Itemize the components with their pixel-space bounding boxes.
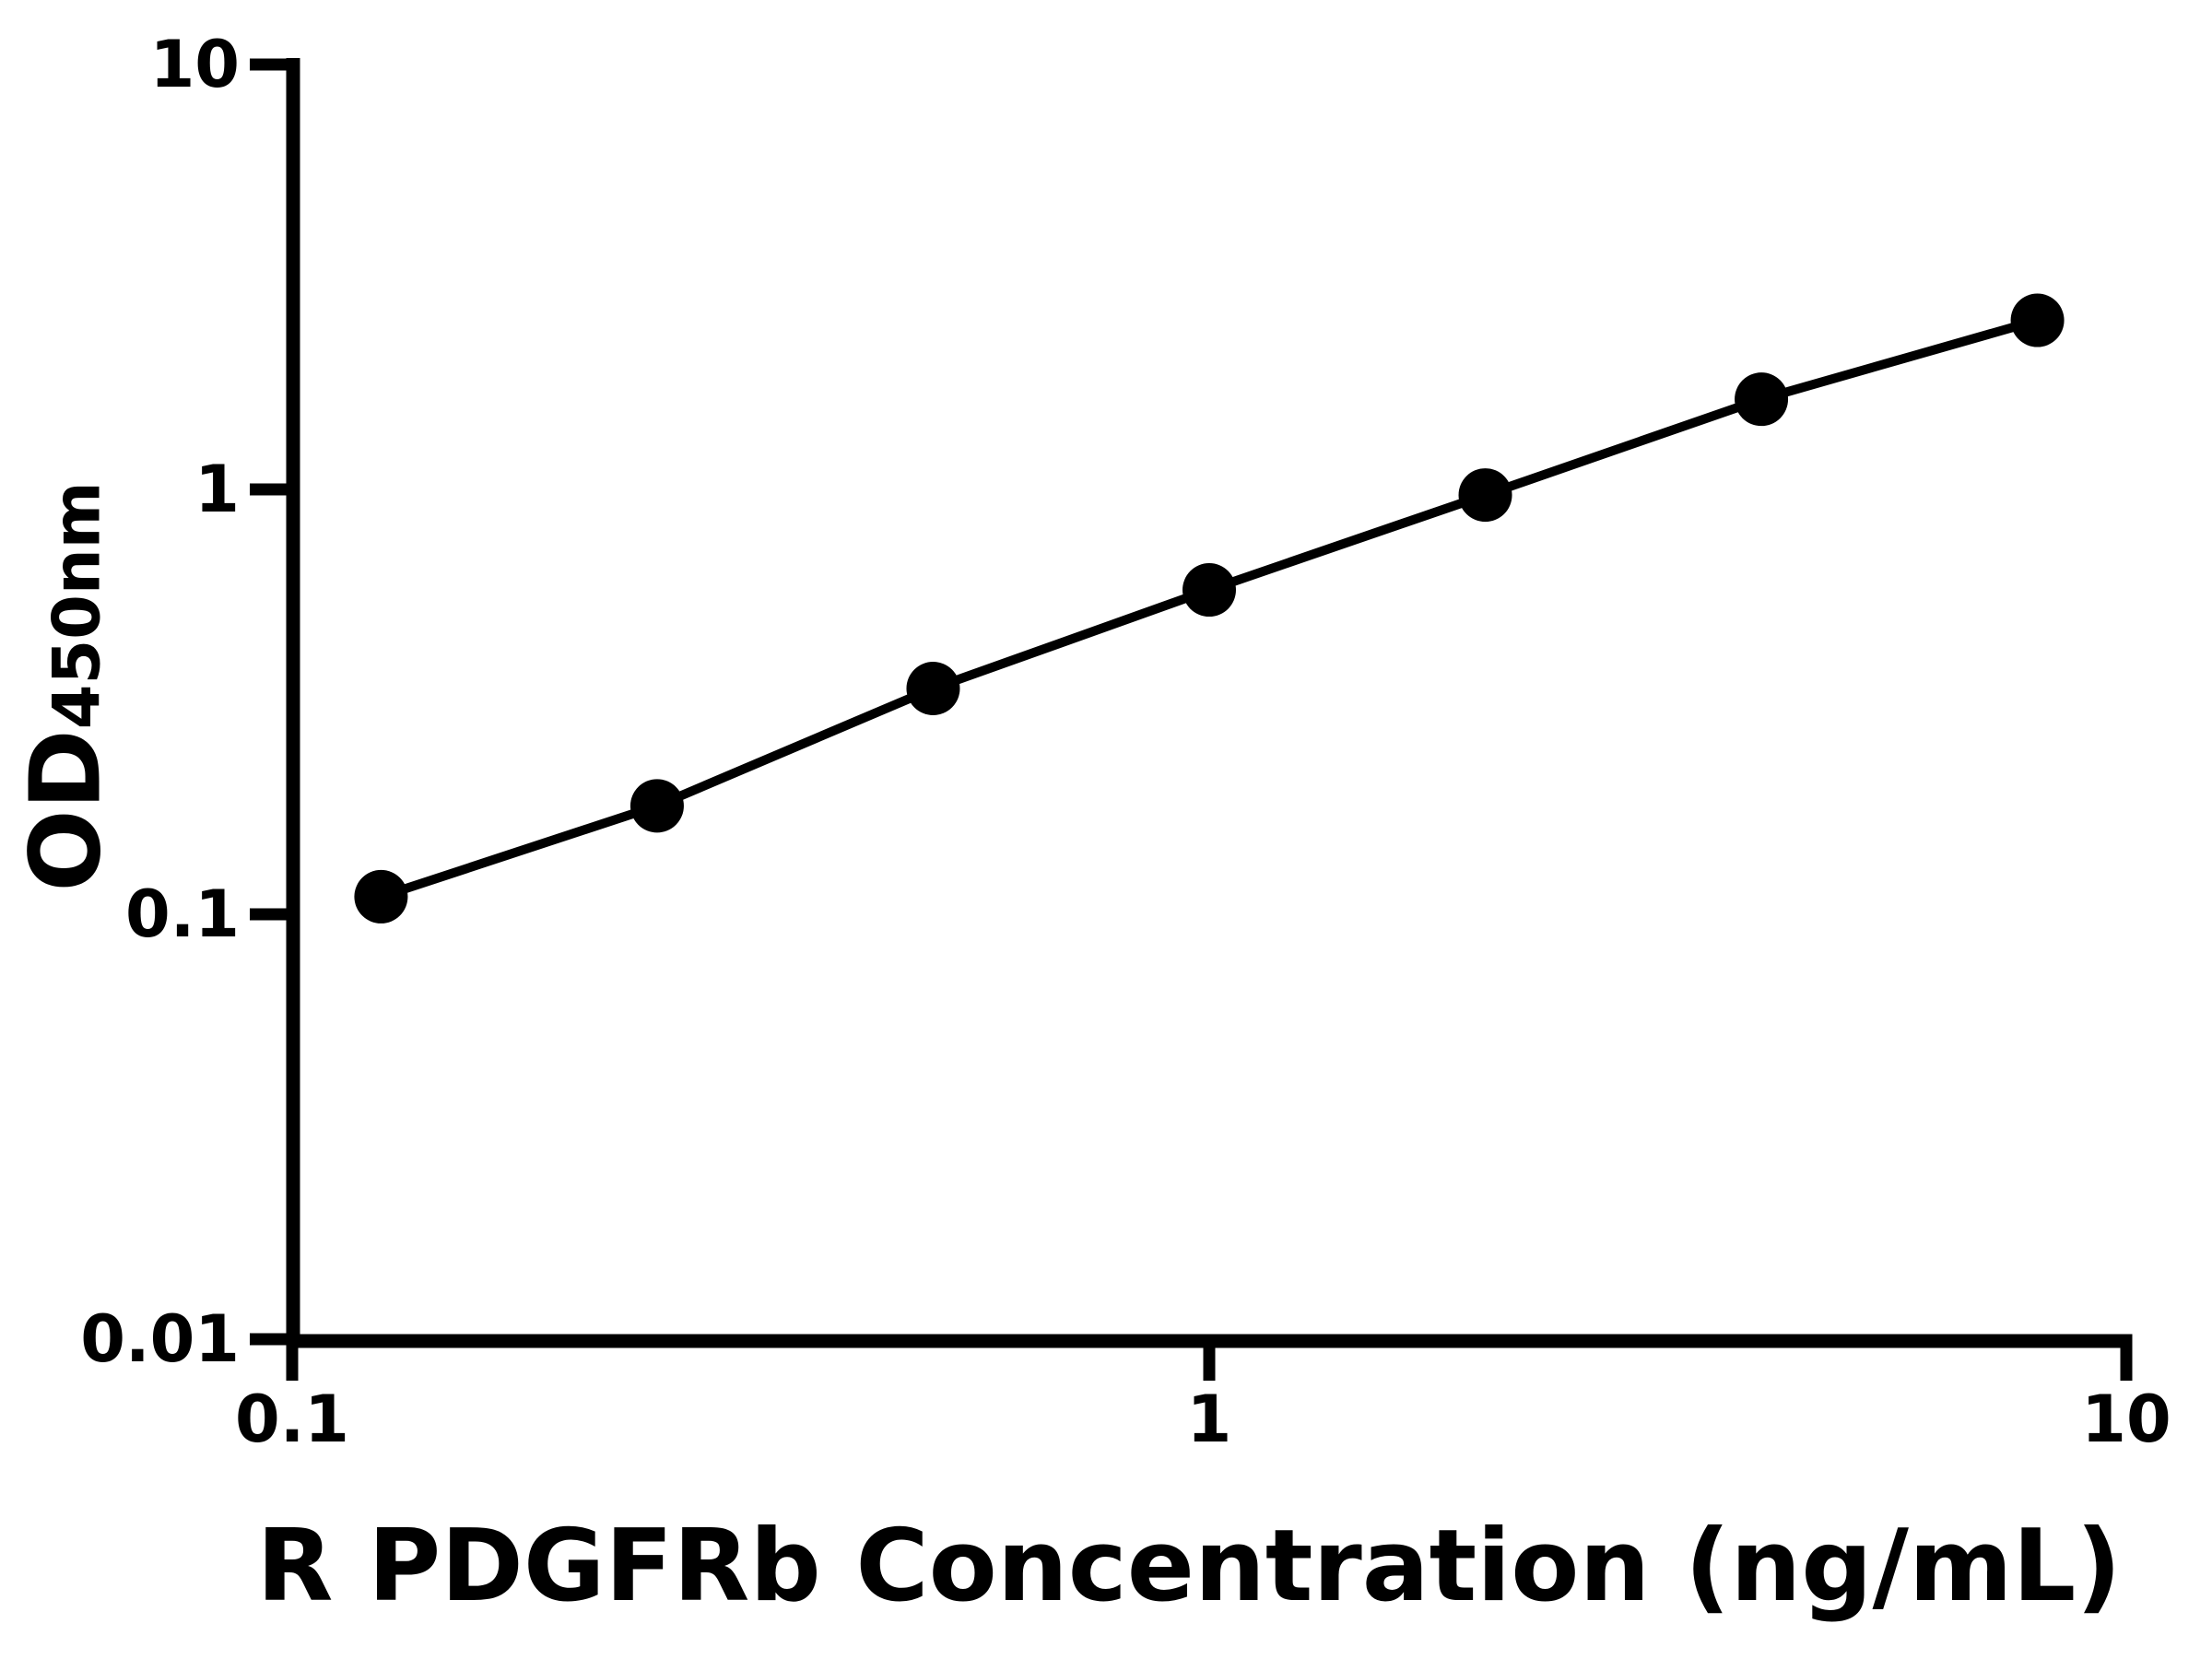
data-point	[2010, 293, 2065, 347]
y-tick-label: 10	[149, 27, 240, 102]
x-tick-label: 0.1	[234, 1382, 350, 1457]
data-point	[1182, 563, 1236, 618]
data-point	[906, 661, 960, 715]
y-tick-label: 1	[194, 452, 240, 527]
x-tick-label: 1	[1186, 1382, 1232, 1457]
y-axis-title: OD 450nm	[9, 481, 123, 892]
data-point	[1735, 372, 1789, 427]
y-tick-label: 0.01	[80, 1301, 240, 1377]
y-tick-label: 0.1	[124, 877, 240, 952]
data-point	[629, 779, 684, 833]
x-tick-label: 10	[2081, 1382, 2171, 1457]
y-axis-title-subscript: 450nm	[39, 481, 115, 730]
y-axis-title-main: OD	[9, 729, 123, 892]
x-axis-title: R PDGFRb Concentration (ng/mL)	[256, 1509, 2122, 1624]
data-point	[1458, 468, 1512, 523]
data-point	[354, 869, 408, 924]
